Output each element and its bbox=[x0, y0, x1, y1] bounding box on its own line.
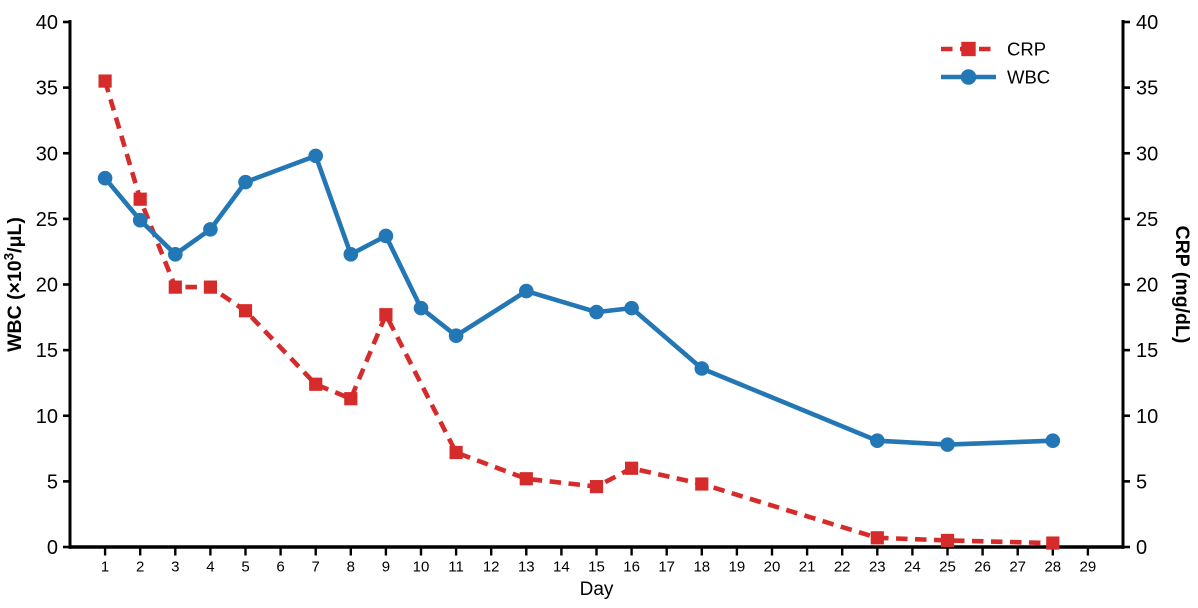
y-axis-right-tick-label: 25 bbox=[1136, 209, 1158, 231]
crp-data-point bbox=[695, 477, 709, 491]
y-axis-right-tick-label: 10 bbox=[1136, 406, 1158, 428]
x-axis-tick-label: 22 bbox=[834, 559, 851, 576]
legend-item-wbc: WBC bbox=[941, 67, 1050, 88]
crp-data-point bbox=[309, 377, 323, 391]
wbc-data-point bbox=[448, 328, 464, 343]
x-axis-tick-label: 28 bbox=[1044, 559, 1061, 576]
x-axis-tick-label: 25 bbox=[939, 559, 956, 576]
x-axis-tick-label: 3 bbox=[171, 559, 179, 576]
crp-data-point bbox=[379, 308, 393, 322]
legend-wbc-marker bbox=[960, 69, 977, 85]
y-axis-left-tick-label: 5 bbox=[47, 471, 58, 493]
wbc-data-point bbox=[343, 247, 359, 262]
x-axis-tick-label: 8 bbox=[347, 559, 355, 576]
y-left-title-superscript: 3 bbox=[2, 252, 17, 260]
x-axis-tick-label: 24 bbox=[904, 559, 921, 576]
x-axis-tick-label: 14 bbox=[553, 559, 570, 576]
y-axis-left-tick-label: 20 bbox=[36, 275, 58, 297]
crp-data-point bbox=[344, 392, 358, 406]
x-axis-tick-label: 26 bbox=[974, 559, 991, 576]
y-axis-left-tick-label: 35 bbox=[36, 78, 58, 100]
wbc-data-point bbox=[238, 174, 253, 190]
y-axis-right-tick-label: 20 bbox=[1136, 275, 1158, 297]
crp-data-point bbox=[168, 280, 182, 294]
y-axis-right-tick-label: 5 bbox=[1136, 471, 1147, 493]
wbc-data-point bbox=[519, 283, 534, 299]
legend-wbc-label: WBC bbox=[1007, 67, 1050, 88]
x-axis-tick-label: 19 bbox=[729, 559, 746, 576]
wbc-data-point bbox=[870, 433, 885, 448]
crp-data-point bbox=[519, 472, 533, 486]
crp-series-line bbox=[102, 80, 1053, 546]
wbc-data-point bbox=[589, 304, 604, 320]
y-axis-left-tick-label: 30 bbox=[36, 143, 58, 165]
wbc-data-point bbox=[624, 300, 639, 316]
x-axis-tick-label: 13 bbox=[518, 559, 535, 576]
wbc-data-point bbox=[203, 222, 218, 237]
x-axis-tick-label: 9 bbox=[382, 559, 390, 576]
y-axis-right-tick-label: 35 bbox=[1136, 78, 1158, 100]
x-axis-tick-label: 23 bbox=[869, 559, 886, 576]
y-axis-left-tick-label: 0 bbox=[47, 537, 58, 559]
x-axis-tick-label: 29 bbox=[1080, 559, 1097, 576]
crp-data-point bbox=[870, 531, 884, 545]
legend-item-crp: CRP bbox=[941, 39, 1046, 60]
y-axis-left-tick-label: 40 bbox=[36, 12, 58, 34]
legend-crp-marker bbox=[961, 41, 976, 57]
x-axis-tick-label: 2 bbox=[136, 559, 144, 576]
wbc-data-point bbox=[97, 170, 113, 186]
x-axis-tick-label: 15 bbox=[588, 559, 605, 576]
y-axis-left-title: WBC (×103/μL) bbox=[2, 217, 27, 352]
y-left-title-unit: /μL) bbox=[4, 217, 26, 253]
crp-data-point bbox=[203, 280, 217, 294]
crp-data-point bbox=[625, 461, 639, 475]
y-axis-right-tick-label: 40 bbox=[1136, 12, 1158, 34]
y-axis-right-tick-label: 15 bbox=[1136, 340, 1158, 362]
x-axis-tick-label: 12 bbox=[483, 559, 500, 576]
x-axis-tick-label: 11 bbox=[448, 559, 464, 576]
x-axis-tick-label: 18 bbox=[693, 559, 710, 576]
wbc-data-point bbox=[694, 361, 710, 376]
crp-data-point bbox=[449, 445, 463, 460]
wbc-data-point bbox=[168, 247, 183, 262]
y-axis-right-tick-label: 30 bbox=[1136, 143, 1158, 165]
y-axis-left-tick-label: 25 bbox=[36, 209, 58, 231]
wbc-data-point bbox=[940, 437, 955, 452]
x-axis-tick-label: 10 bbox=[413, 559, 430, 576]
x-axis-tick-label: 1 bbox=[101, 559, 109, 576]
x-axis-title: Day bbox=[580, 579, 614, 600]
wbc-data-point bbox=[308, 148, 324, 164]
x-axis-tick-label: 16 bbox=[623, 559, 640, 576]
y-left-title-main: WBC (×10 bbox=[4, 260, 26, 352]
x-axis-tick-label: 4 bbox=[206, 559, 214, 576]
legend-crp-label: CRP bbox=[1007, 39, 1046, 60]
y-axis-left-tick-label: 15 bbox=[36, 340, 58, 362]
crp-data-point bbox=[98, 74, 112, 88]
x-axis-tick-label: 5 bbox=[241, 559, 249, 576]
x-axis-tick-label: 20 bbox=[764, 559, 781, 576]
crp-data-point bbox=[1046, 536, 1060, 550]
crp-data-point bbox=[589, 480, 604, 494]
wbc-data-point bbox=[132, 212, 148, 228]
wbc-series-line bbox=[103, 153, 1053, 447]
wbc-data-point bbox=[1045, 433, 1061, 448]
x-axis-tick-label: 7 bbox=[312, 559, 320, 576]
x-axis-tick-label: 21 bbox=[799, 559, 816, 576]
x-axis-tick-label: 6 bbox=[276, 559, 284, 576]
crp-data-point bbox=[940, 533, 955, 548]
wbc-data-point bbox=[413, 300, 429, 316]
crp-data-point bbox=[238, 304, 253, 318]
crp-data-point bbox=[133, 192, 147, 206]
y-axis-left-tick-label: 10 bbox=[36, 406, 58, 428]
x-axis-tick-label: 17 bbox=[658, 559, 675, 576]
x-axis-tick-label: 27 bbox=[1009, 559, 1026, 576]
y-axis-right-title: CRP (mg/dL) bbox=[1171, 226, 1193, 344]
y-axis-right-tick-label: 0 bbox=[1136, 537, 1147, 559]
wbc-data-point bbox=[378, 228, 394, 244]
